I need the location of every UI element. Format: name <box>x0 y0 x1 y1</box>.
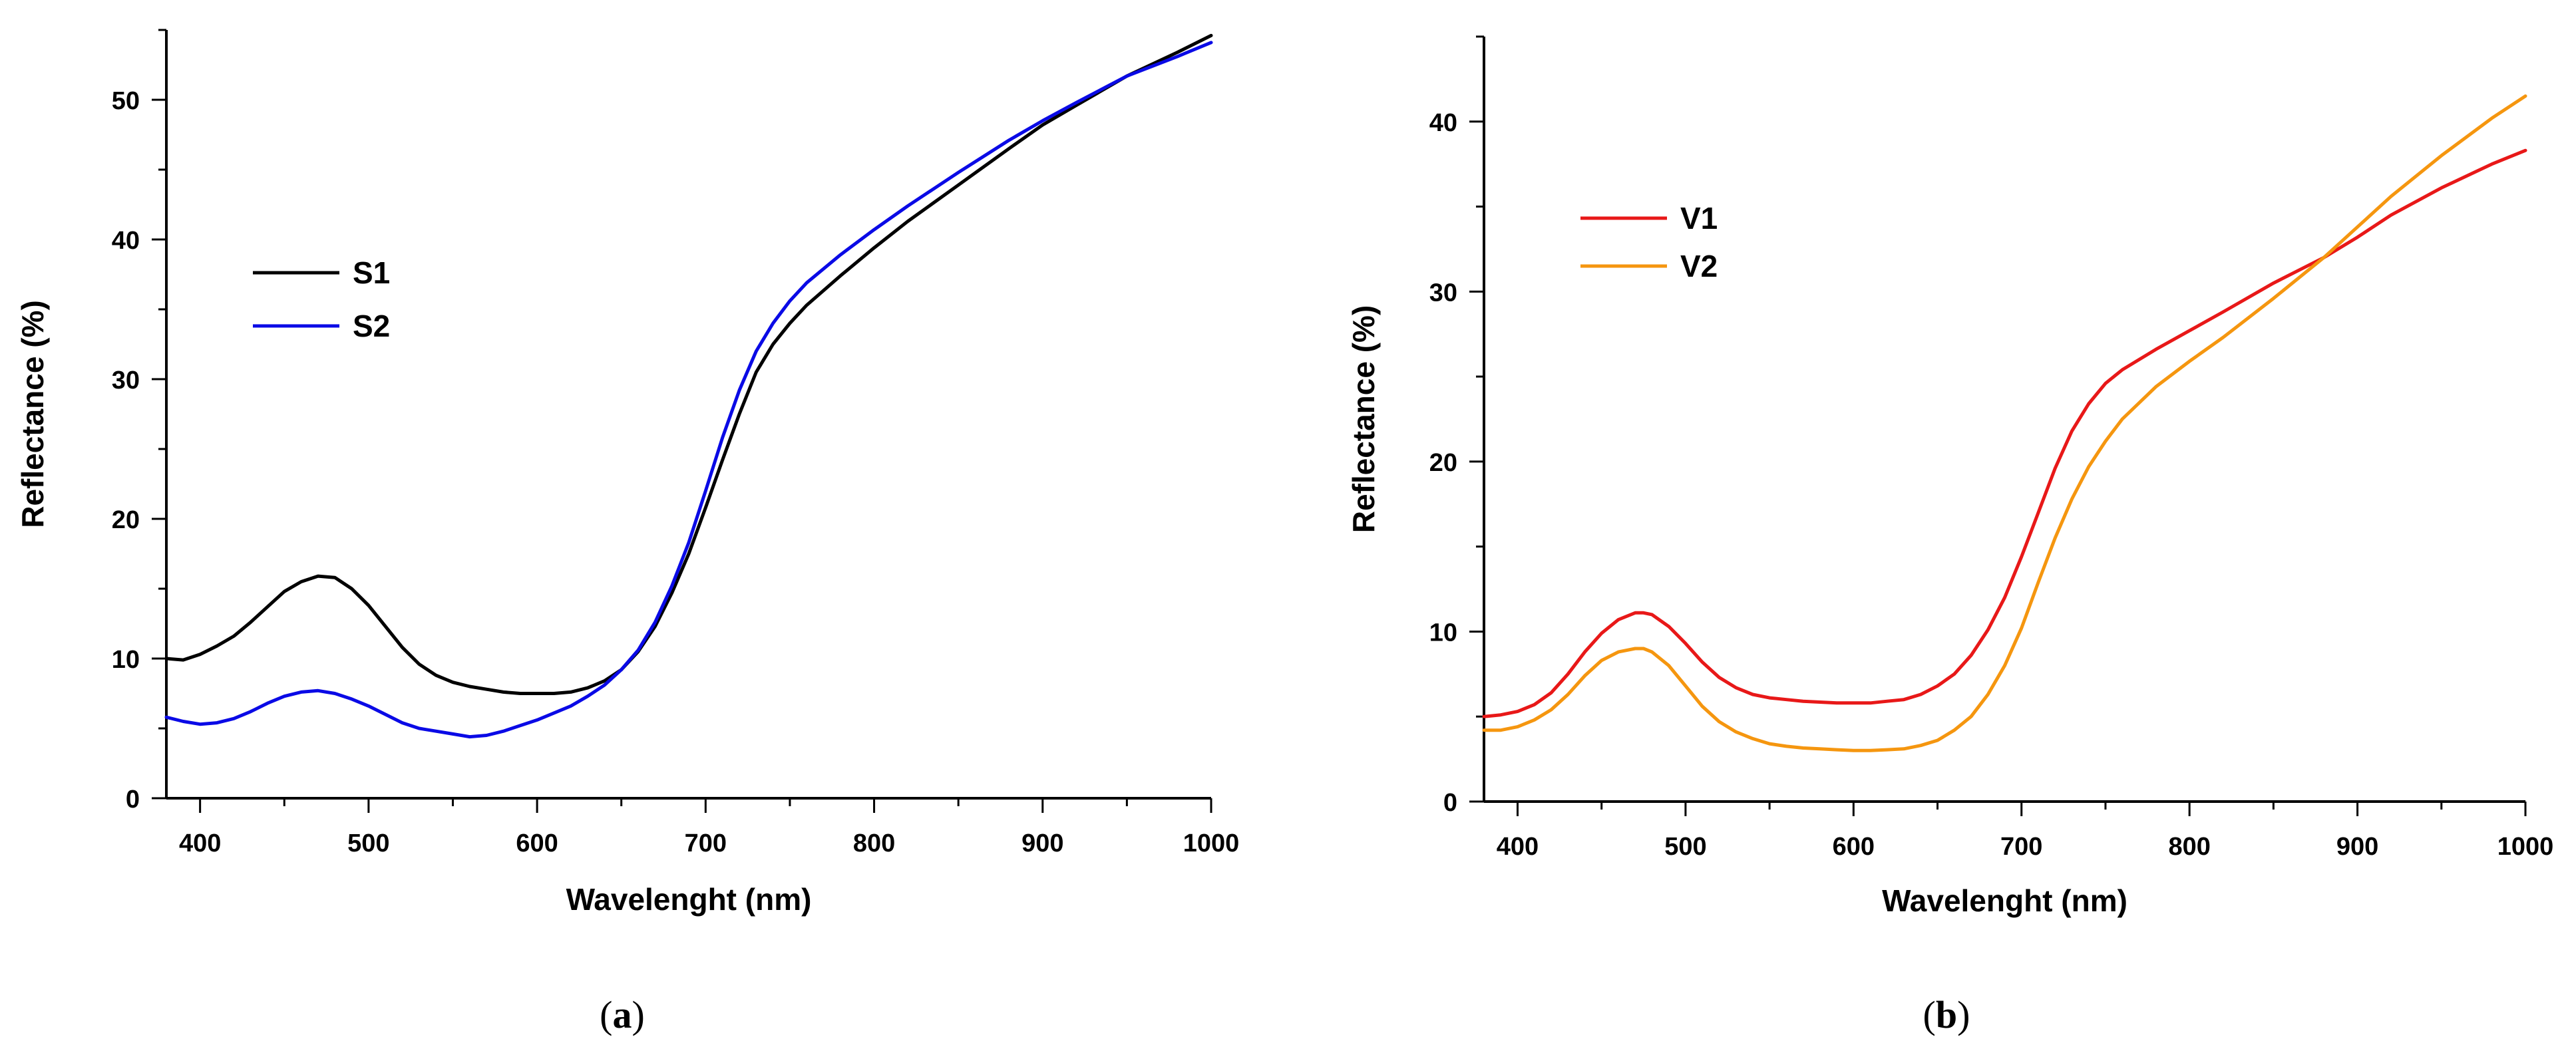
legend-label-v2: V2 <box>1680 249 1718 283</box>
series-line-s2 <box>164 41 1213 739</box>
x-tick-label: 900 <box>2336 833 2378 861</box>
x-tick-label: 400 <box>179 829 221 857</box>
panel-label: (b) <box>1923 993 1970 1036</box>
chart-panel-b: 400 500 600 700 800 900 1000 0 10 20 30 40 Wavelengh… <box>1346 35 2554 1036</box>
x-tick-label: 1000 <box>2497 833 2554 861</box>
series-line-v2 <box>1482 94 2527 752</box>
y-tick-label: 30 <box>112 367 140 394</box>
y-tick-label: 10 <box>112 646 140 674</box>
x-tick-label: 600 <box>1833 833 1875 861</box>
y-tick-label: 10 <box>1429 619 1457 647</box>
y-tick-label: 40 <box>1429 109 1457 137</box>
x-tick-label: 700 <box>685 829 727 857</box>
series-line-v1 <box>1482 148 2527 718</box>
y-axis-title: Reflectance (%) <box>15 300 50 528</box>
y-tick-label: 0 <box>1443 789 1457 817</box>
legend-label-s2: S2 <box>353 309 390 343</box>
x-tick-label: 1000 <box>1183 829 1240 857</box>
x-tick-label: 800 <box>2168 833 2210 861</box>
y-tick-label: 30 <box>1429 279 1457 307</box>
x-axis-title: Wavelenght (nm) <box>1882 883 2127 918</box>
series-line-s1 <box>164 33 1213 695</box>
y-tick-label: 50 <box>112 87 140 115</box>
x-axis-title: Wavelenght (nm) <box>566 882 812 917</box>
legend-label-v1: V1 <box>1680 201 1718 235</box>
x-tick-label: 400 <box>1497 833 1539 861</box>
y-tick-label: 0 <box>126 786 140 814</box>
y-tick-label: 20 <box>1429 449 1457 477</box>
x-tick-label: 900 <box>1021 829 1063 857</box>
x-tick-label: 500 <box>1664 833 1706 861</box>
x-tick-label: 800 <box>853 829 895 857</box>
legend-label-s1: S1 <box>353 255 390 290</box>
y-tick-label: 20 <box>112 506 140 534</box>
x-tick-label: 600 <box>516 829 558 857</box>
y-tick-label: 40 <box>112 227 140 255</box>
panel-label: (a) <box>600 993 645 1036</box>
y-axis-title: Reflectance (%) <box>1346 305 1381 533</box>
x-tick-label: 700 <box>2000 833 2042 861</box>
chart-panel-a: 400 500 600 700 800 900 1000 0 10 20 30 40 50 Wavelen… <box>15 29 1240 1036</box>
x-tick-label: 500 <box>347 829 389 857</box>
